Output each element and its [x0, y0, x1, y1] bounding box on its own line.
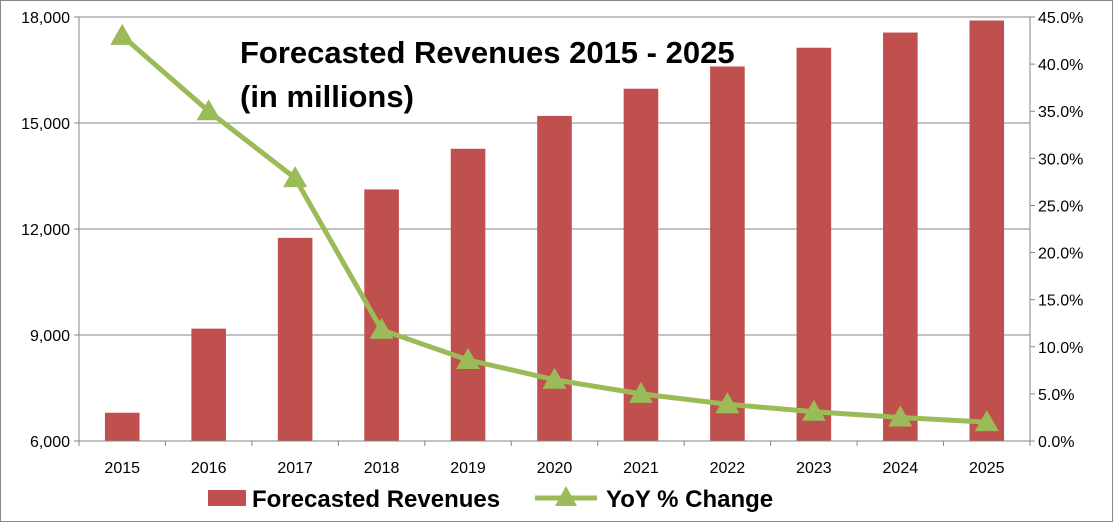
- yoy-marker-2023: [801, 399, 826, 421]
- y-left-tick-label: 12,000: [21, 222, 70, 239]
- y-right-tick-label: 40.0%: [1038, 57, 1083, 74]
- x-tick-label: 2015: [104, 460, 140, 477]
- bar-2018: [364, 189, 399, 441]
- chart-title: Forecasted Revenues 2015 - 2025 (in mill…: [240, 35, 735, 114]
- yoy-marker-2017: [283, 166, 308, 188]
- yoy-marker-2025: [974, 410, 999, 432]
- y-right-tick-label: 5.0%: [1038, 387, 1074, 404]
- x-tick-label: 2016: [191, 460, 227, 477]
- yoy-marker-2015: [110, 23, 135, 45]
- y-left-tick-label: 9,000: [30, 328, 70, 345]
- yoy-marker-2021: [628, 381, 653, 403]
- y-right-tick-label: 10.0%: [1038, 340, 1083, 357]
- x-tick-label: 2019: [450, 460, 486, 477]
- y-right-tick-label: 35.0%: [1038, 104, 1083, 121]
- bar-2015: [104, 412, 140, 441]
- x-tick-label: 2021: [623, 460, 659, 477]
- bar-2020: [537, 115, 572, 441]
- title-line-2: (in millions): [240, 79, 414, 114]
- bar-2025: [969, 20, 1005, 442]
- yoy-marker-2020: [542, 367, 567, 389]
- legend-label-revenues: Forecasted Revenues: [252, 486, 500, 513]
- y-right-tick-label: 30.0%: [1038, 151, 1083, 168]
- yoy-marker-2019: [456, 347, 481, 369]
- y-right-tick-label: 20.0%: [1038, 246, 1083, 263]
- x-tick-label: 2022: [710, 460, 746, 477]
- y-left-tick-label: 6,000: [30, 434, 70, 451]
- x-tick-label: 2018: [364, 460, 400, 477]
- bar-2016: [191, 328, 226, 441]
- legend: Forecasted Revenues YoY % Change: [208, 486, 773, 513]
- x-tick-label: 2023: [796, 460, 832, 477]
- axes: 6,000 9,000 12,000 15,000 18,000 0.0% 5.0% 10.0…: [21, 10, 1083, 477]
- y-left-tick-label: 18,000: [21, 10, 70, 27]
- bar-2017: [277, 237, 313, 441]
- line-series: [110, 23, 999, 432]
- bar-2023: [796, 47, 832, 442]
- y-right-tick-label: 15.0%: [1038, 293, 1083, 310]
- title-line-1: Forecasted Revenues 2015 - 2025: [240, 35, 735, 70]
- yoy-marker-2022: [715, 392, 740, 414]
- yoy-marker-2016: [196, 99, 221, 121]
- bar-2022: [710, 66, 745, 441]
- x-tick-label: 2020: [537, 460, 573, 477]
- bar-2019: [450, 148, 486, 441]
- x-tick-label: 2025: [969, 460, 1005, 477]
- yoy-marker-2018: [369, 317, 394, 339]
- y-right-tick-label: 25.0%: [1038, 198, 1083, 215]
- legend-swatch-marker-yoy: [555, 486, 577, 506]
- legend-swatch-revenues: [208, 490, 246, 506]
- y-left-tick-label: 15,000: [21, 116, 70, 133]
- bar-2024: [883, 32, 918, 442]
- y-right-tick-label: 0.0%: [1038, 434, 1074, 451]
- bar-series: [104, 20, 1005, 442]
- x-tick-label: 2017: [277, 460, 313, 477]
- yoy-marker-2024: [888, 405, 913, 427]
- x-tick-label: 2024: [883, 460, 919, 477]
- y-right-tick-label: 45.0%: [1038, 10, 1083, 27]
- legend-label-yoy: YoY % Change: [606, 486, 773, 513]
